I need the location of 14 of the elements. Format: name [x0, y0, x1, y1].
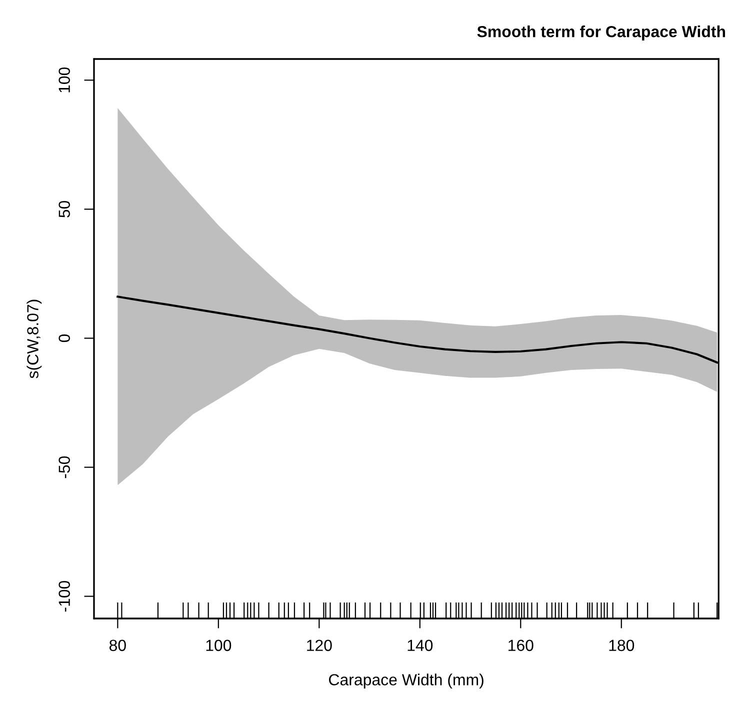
x-tick-label: 100 [206, 640, 232, 652]
y-tick-label: 0 [58, 334, 70, 342]
y-tick-label: -100 [58, 580, 70, 612]
y-axis-title: s(CW,8.07) [26, 300, 42, 378]
x-tick-label: 140 [408, 640, 433, 652]
x-tick-label: 120 [307, 640, 332, 652]
x-axis-title: Carapace Width (mm) [329, 674, 484, 689]
x-tick-label: 80 [109, 640, 126, 652]
chart-title: Smooth term for Carapace Width [477, 26, 726, 40]
y-tick-label: -50 [58, 456, 70, 478]
x-tick-label: 180 [609, 640, 634, 652]
y-tick-label: 50 [58, 200, 70, 218]
y-tick-label: 100 [58, 67, 70, 92]
x-tick-label: 160 [508, 640, 534, 652]
